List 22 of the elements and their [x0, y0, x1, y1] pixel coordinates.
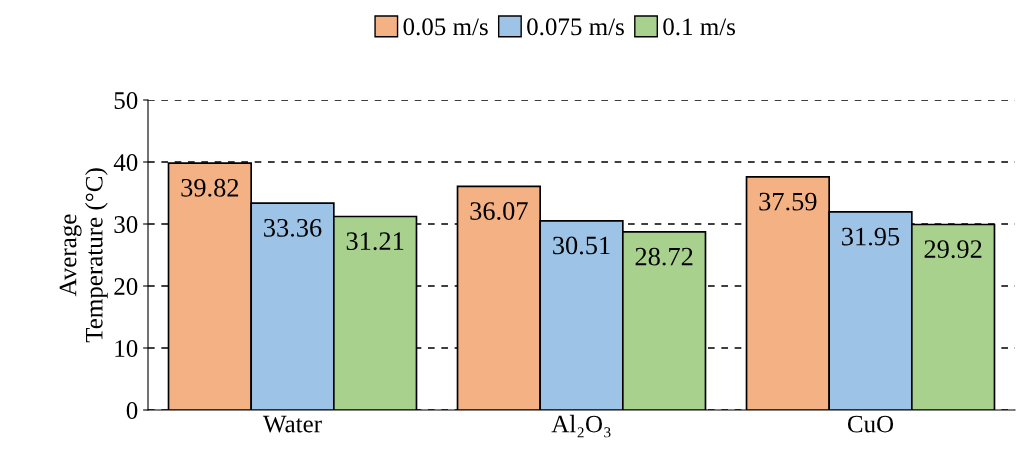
y-tick-label: 40 [113, 154, 138, 171]
x-tick-label: CuO [847, 415, 894, 433]
data-label: 33.36 [264, 218, 322, 237]
y-tick-label: 10 [115, 340, 138, 357]
legend-label: 0.075 m/s [527, 18, 624, 36]
y-tick-label: 30 [114, 216, 138, 233]
data-label: 28.72 [635, 247, 693, 266]
data-label: 29.92 [924, 240, 982, 259]
data-label: 31.95 [842, 227, 900, 246]
x-tick-label: Water [262, 415, 322, 433]
data-label: 36.07 [470, 202, 528, 221]
x-tick-label: Al₂O₃ [551, 414, 611, 438]
y-tick-label: 50 [114, 92, 138, 109]
y-axis-title: Average Temperature (°C) [59, 168, 108, 343]
y-tick-label: 0 [126, 402, 138, 419]
legend-label: 0.1 m/s [663, 18, 736, 36]
data-label: 39.82 [181, 178, 239, 197]
legend-label: 0.05 m/s [403, 18, 488, 36]
data-label: 31.21 [346, 232, 404, 251]
data-label: 30.51 [553, 236, 610, 255]
data-label: 37.59 [759, 192, 817, 211]
y-tick-label: 20 [114, 278, 138, 295]
